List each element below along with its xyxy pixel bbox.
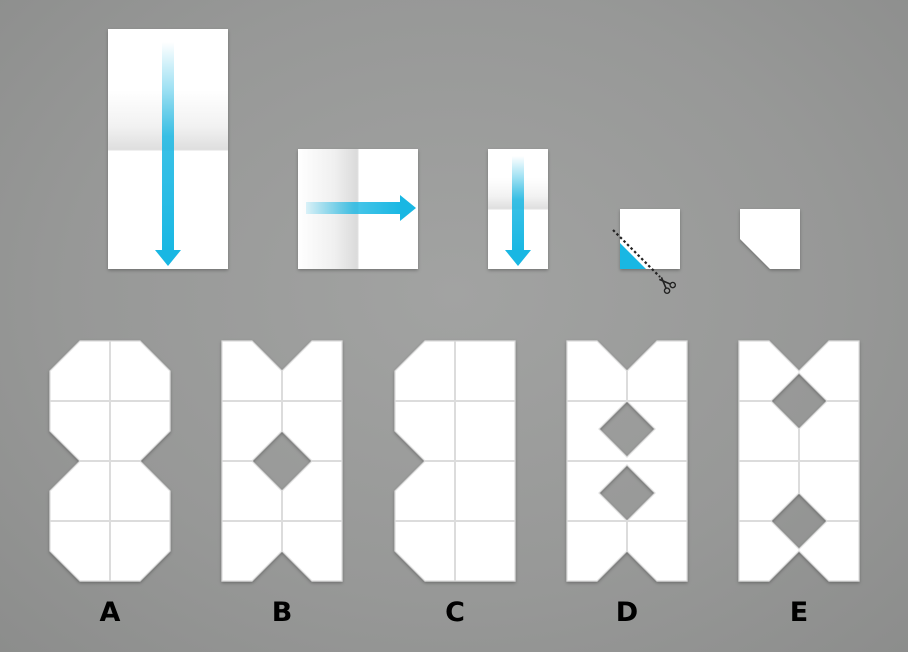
fold-step-3: [488, 149, 548, 269]
fold-arrow-right-icon: [306, 195, 416, 221]
option-b-figure[interactable]: [221, 340, 343, 582]
result-after-cut: [740, 209, 800, 269]
option-d-figure[interactable]: [566, 340, 688, 582]
fold-step-1: [108, 29, 228, 269]
cut-region-marker: [620, 243, 646, 269]
option-a-figure[interactable]: [49, 340, 171, 582]
cut-step: [612, 209, 680, 295]
option-b-label[interactable]: B: [272, 597, 293, 628]
option-e-figure[interactable]: [738, 340, 860, 582]
fold-step-2: [298, 149, 418, 269]
option-d-label[interactable]: D: [616, 597, 638, 628]
fold-arrow-down-icon: [505, 156, 531, 266]
scissors-icon: [658, 276, 677, 295]
option-e-label[interactable]: E: [790, 597, 808, 628]
fold-arrow-down-icon: [155, 42, 181, 266]
option-c-label[interactable]: C: [445, 597, 465, 628]
option-c-figure[interactable]: [394, 340, 516, 582]
option-a-label[interactable]: A: [100, 597, 121, 628]
